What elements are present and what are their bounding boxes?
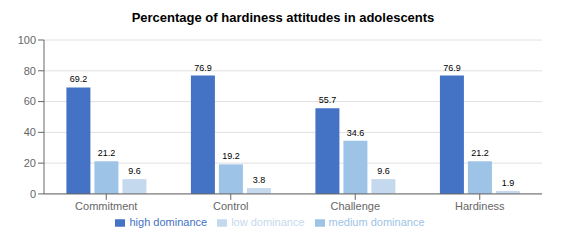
svg-text:100: 100 <box>18 34 36 46</box>
svg-text:1.9: 1.9 <box>502 178 515 188</box>
svg-text:Challenge: Challenge <box>330 200 380 212</box>
svg-text:21.2: 21.2 <box>98 148 116 158</box>
svg-text:60: 60 <box>24 95 36 107</box>
svg-text:21.2: 21.2 <box>471 148 489 158</box>
svg-text:19.2: 19.2 <box>222 151 240 161</box>
svg-text:Hardiness: Hardiness <box>455 200 505 212</box>
svg-text:9.6: 9.6 <box>128 166 141 176</box>
svg-text:80: 80 <box>24 65 36 77</box>
svg-text:Commitment: Commitment <box>75 200 137 212</box>
svg-text:40: 40 <box>24 126 36 138</box>
svg-text:34.6: 34.6 <box>347 128 365 138</box>
svg-text:Control: Control <box>213 200 248 212</box>
html-text:high dominance: high dominance <box>129 215 208 228</box>
svg-text:9.6: 9.6 <box>377 166 390 176</box>
html-text:Percentage of hardiness attitu: Percentage of hardiness attitudes in ado… <box>131 10 435 25</box>
svg-text:76.9: 76.9 <box>194 63 212 73</box>
svg-text:0: 0 <box>30 188 36 200</box>
svg-text:76.9: 76.9 <box>443 63 461 73</box>
svg-text:20: 20 <box>24 157 36 169</box>
html-text:low dominance: low dominance <box>231 215 305 228</box>
html-text:medium dominance: medium dominance <box>328 215 425 228</box>
svg-text:55.7: 55.7 <box>319 95 337 105</box>
svg-text:3.8: 3.8 <box>253 175 266 185</box>
svg-text:69.2: 69.2 <box>70 74 88 84</box>
